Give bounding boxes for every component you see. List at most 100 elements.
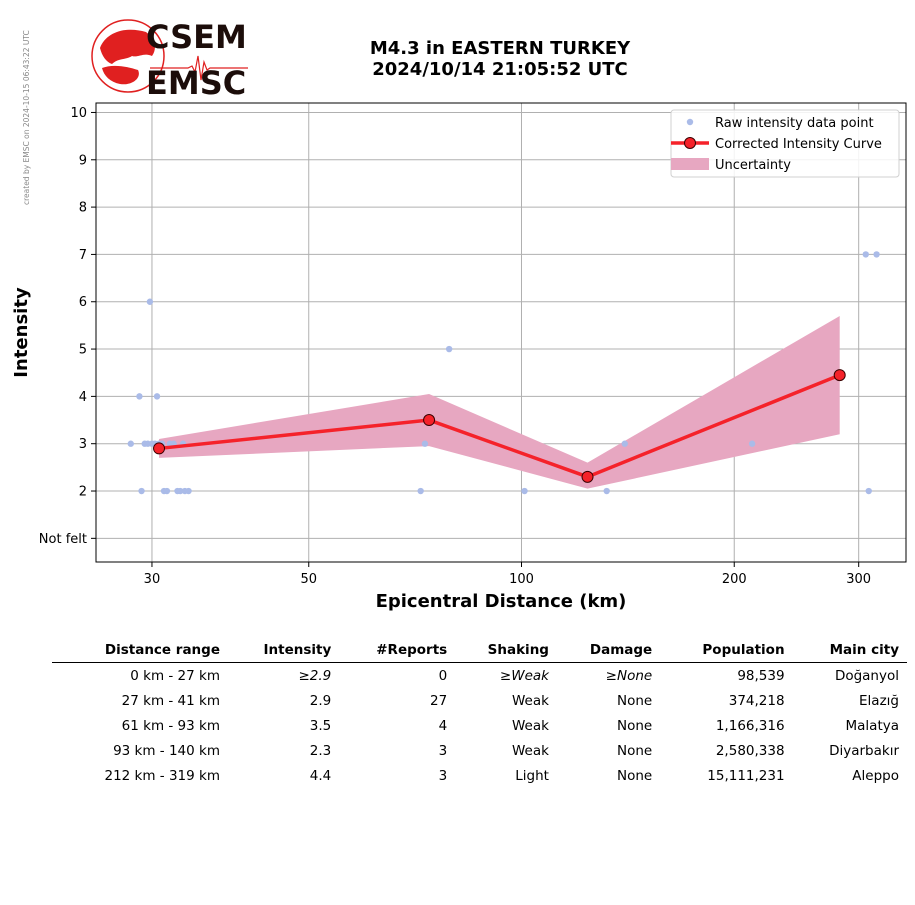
table-cell: 4 bbox=[438, 717, 448, 734]
raw-data-point bbox=[146, 298, 154, 305]
table-cell: 27 bbox=[430, 692, 448, 709]
y-tick-label: 5 bbox=[79, 343, 87, 358]
table-row: 212 km - 319 km 4.4 3 Light None 15,111,231 Al… bbox=[52, 763, 907, 788]
plot-frame bbox=[95, 102, 907, 563]
raw-data-point bbox=[865, 487, 872, 495]
table-cell: 3 bbox=[438, 742, 448, 759]
table-cell: 1,166,316 bbox=[715, 717, 785, 734]
table-row: 0 km - 27 km ≥2.9 0 ≥Weak ≥None 98,539 Doğanyo… bbox=[52, 663, 907, 689]
column-header: #Reports bbox=[339, 640, 456, 663]
table-cell: ≥2.9 bbox=[298, 667, 332, 684]
table-row: 61 km - 93 km 3.5 4 Weak None 1,166,316 Malaty… bbox=[52, 713, 907, 738]
legend-entry-label: Uncertainty bbox=[715, 158, 791, 173]
table-row: 27 km - 41 km 2.9 27 Weak None 374,218 Elazığ bbox=[52, 688, 907, 713]
table-cell: None bbox=[616, 767, 653, 784]
table-cell: ≥Weak bbox=[499, 667, 549, 684]
y-tick-label: Not felt bbox=[39, 532, 87, 547]
table-cell: 3.5 bbox=[309, 717, 332, 734]
title-time: 2024/10/14 21:05:52 UTC bbox=[372, 59, 628, 80]
legend-entry-label: Corrected Intensity Curve bbox=[715, 137, 882, 152]
logo-continents bbox=[100, 29, 155, 85]
raw-data-point bbox=[421, 440, 429, 447]
logo-text-csem: CSEM bbox=[146, 18, 247, 56]
column-header: Distance range bbox=[52, 640, 228, 663]
uncertainty-band bbox=[159, 315, 840, 489]
table-cell: 2.3 bbox=[309, 742, 332, 759]
column-header: Intensity bbox=[228, 640, 340, 663]
table-cell: 15,111,231 bbox=[707, 767, 785, 784]
y-tick-label: 9 bbox=[79, 153, 87, 168]
table-cell: 0 bbox=[438, 667, 448, 684]
legend-band-swatch bbox=[671, 158, 709, 170]
y-tick-label: 3 bbox=[79, 437, 87, 452]
logo-globe bbox=[91, 19, 165, 93]
y-axis-label: Intensity bbox=[11, 287, 32, 378]
table-cell: 2,580,338 bbox=[715, 742, 785, 759]
csem-emsc-logo: CSEM EMSC bbox=[91, 18, 248, 100]
logo-text-emsc: EMSC bbox=[146, 64, 246, 100]
table-cell: 98,539 bbox=[737, 667, 785, 684]
raw-data-point bbox=[873, 251, 880, 258]
column-header: Shaking bbox=[455, 640, 557, 663]
table-cell: 212 km - 319 km bbox=[104, 767, 220, 784]
y-tick-label: 8 bbox=[79, 201, 87, 216]
table-cell: ≥None bbox=[605, 667, 653, 684]
column-header: Population bbox=[660, 640, 793, 663]
raw-data-point bbox=[621, 440, 628, 447]
raw-data-point bbox=[417, 487, 424, 495]
table-row: 93 km - 140 km 2.3 3 Weak None 2,580,338 Diyar… bbox=[52, 738, 907, 763]
x-tick-label: 200 bbox=[722, 572, 747, 587]
table-cell: Aleppo bbox=[852, 767, 899, 784]
x-tick-label: 100 bbox=[509, 572, 534, 587]
x-tick-label: 300 bbox=[846, 572, 871, 587]
table-cell: 61 km - 93 km bbox=[121, 717, 220, 734]
y-tick-label: 2 bbox=[79, 485, 87, 500]
legend-curve-marker bbox=[684, 137, 696, 149]
table-cell: 0 km - 27 km bbox=[130, 667, 220, 684]
raw-data-point bbox=[185, 487, 192, 495]
legend-entry-label: Raw intensity data point bbox=[715, 116, 874, 131]
y-tick-label: 10 bbox=[70, 106, 87, 121]
legend-raw-marker bbox=[686, 118, 694, 126]
corrected-curve-line bbox=[158, 373, 841, 479]
logo-seismogram bbox=[150, 55, 248, 81]
x-tick-label: 50 bbox=[300, 572, 317, 587]
raw-data-point bbox=[138, 487, 145, 495]
table-cell: None bbox=[616, 742, 653, 759]
table-cell: Light bbox=[515, 767, 549, 784]
raw-data-point bbox=[177, 487, 184, 495]
table-cell: None bbox=[616, 692, 653, 709]
raw-data-point bbox=[521, 487, 528, 495]
table-cell: 27 km - 41 km bbox=[121, 692, 220, 709]
x-tick-label: 30 bbox=[144, 572, 161, 587]
table-cell: 93 km - 140 km bbox=[113, 742, 220, 759]
table-header-row: Distance range Intensity #Reports Shaking Da… bbox=[52, 640, 907, 663]
raw-data-point bbox=[136, 393, 143, 400]
table-cell: Elazığ bbox=[859, 692, 899, 709]
corrected-curve-point bbox=[833, 369, 846, 382]
table-cell: 2.9 bbox=[309, 692, 332, 709]
table-cell: Doğanyol bbox=[834, 667, 899, 684]
table-cell: 374,218 bbox=[728, 692, 785, 709]
table-cell: Weak bbox=[512, 742, 549, 759]
raw-data-point bbox=[748, 440, 756, 447]
table-cell: Weak bbox=[512, 692, 549, 709]
x-axis-label: Epicentral Distance (km) bbox=[376, 591, 627, 612]
column-header: Main city bbox=[792, 640, 907, 663]
corrected-curve-point bbox=[153, 442, 166, 455]
raw-data-point bbox=[445, 345, 453, 353]
title-event: M4.3 in EASTERN TURKEY bbox=[369, 38, 631, 59]
raw-data-point bbox=[163, 487, 171, 495]
raw-data-point bbox=[862, 251, 869, 258]
table-cell: Malatya bbox=[845, 717, 900, 734]
intensity-table: Distance range Intensity #Reports Shaking Da… bbox=[52, 640, 907, 788]
raw-data-point bbox=[153, 393, 161, 400]
table-cell: Diyarbakır bbox=[829, 742, 899, 759]
raw-data-point bbox=[603, 487, 610, 495]
raw-data-point bbox=[127, 440, 134, 447]
y-tick-label: 6 bbox=[79, 295, 87, 310]
corrected-curve-point bbox=[423, 414, 436, 427]
table-cell: 4.4 bbox=[309, 767, 332, 784]
chart-title: M4.3 in EASTERN TURKEY 2024/10/14 21:05:… bbox=[300, 38, 700, 80]
y-tick-label: 4 bbox=[79, 390, 87, 405]
